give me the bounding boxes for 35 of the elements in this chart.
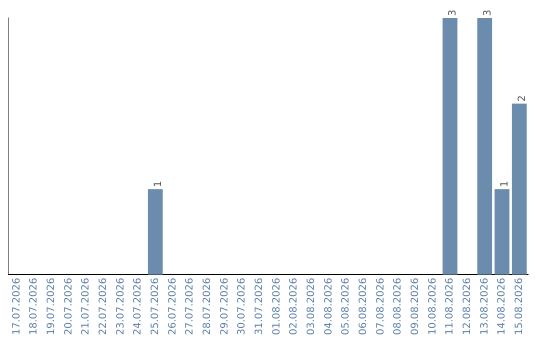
x-tick-label: 02.08.2026 [288,278,300,336]
x-tick-label: 21.07.2026 [80,278,92,336]
x-tick-label: 04.08.2026 [323,278,334,336]
x-tick-label: 19.07.2026 [46,278,57,336]
x-tick-label: 12.08.2026 [462,278,473,336]
x-tick-label: 13.08.2026 [479,278,490,336]
x-tick-label: 03.08.2026 [306,278,317,336]
x-tick-label: 24.07.2026 [132,278,144,336]
data-label: 1 [500,180,511,188]
x-tick-label: 28.07.2026 [202,278,213,336]
x-tick-label: 22.07.2026 [98,278,109,336]
x-tick-label: 27.07.2026 [184,278,196,336]
x-tick-label: 25.07.2026 [150,278,161,336]
data-label: 3 [448,10,459,16]
x-tick-label: 30.07.2026 [236,278,248,336]
x-tick-label: 14.08.2026 [496,278,508,336]
x-tick-label: 07.08.2026 [375,278,386,336]
x-tick-label: 10.08.2026 [427,278,438,336]
x-tick-label: 11.08.2026 [444,278,456,336]
x-tick-label: 17.07.2026 [11,278,22,336]
x-tick-label: 23.07.2026 [115,278,126,336]
data-label: 3 [482,10,494,16]
x-tick-label: 09.08.2026 [410,278,421,336]
x-tick-label: 18.07.2026 [28,278,40,336]
x-tick-label: 08.08.2026 [392,278,404,336]
x-tick-label: 26.07.2026 [167,278,178,336]
data-label: 1 [152,180,164,188]
x-tick-label: 06.08.2026 [358,278,369,336]
x-tick-label: 01.08.2026 [271,278,282,336]
x-tick-label: 29.07.2026 [219,278,230,336]
x-tick-label: 31.07.2026 [254,278,265,336]
x-tick-label: 15.08.2026 [514,278,525,336]
x-tick-label: 20.07.2026 [63,278,74,336]
data-label: 2 [516,95,528,102]
x-tick-label: 05.08.2026 [340,278,352,336]
